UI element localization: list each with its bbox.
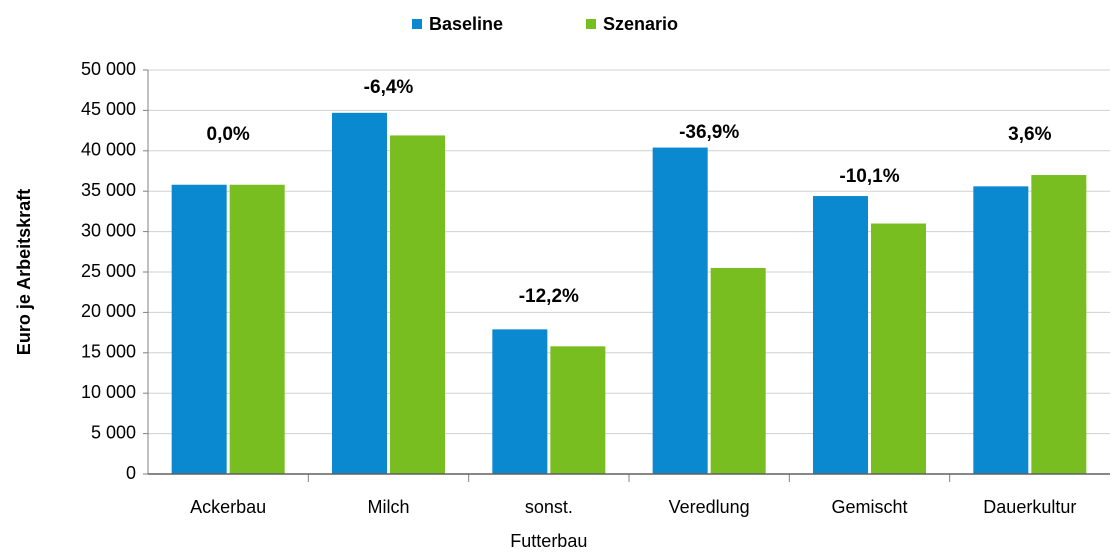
bar — [813, 196, 868, 474]
legend-swatch — [412, 19, 422, 29]
annotation: 3,6% — [1008, 124, 1051, 145]
bar — [871, 223, 926, 474]
annotation: -6,4% — [364, 77, 414, 98]
annotation: -12,2% — [519, 286, 579, 307]
legend-label: Baseline — [429, 14, 503, 34]
y-tick-label: 0 — [126, 463, 136, 483]
bar — [652, 147, 708, 474]
y-tick-label: 35 000 — [81, 180, 136, 200]
x-tick-label: Gemischt — [831, 497, 907, 517]
bar — [332, 112, 387, 474]
y-tick-label: 25 000 — [81, 261, 136, 281]
y-tick-label: 10 000 — [81, 382, 136, 402]
annotation: -10,1% — [839, 166, 899, 187]
legend-label: Szenario — [603, 14, 678, 34]
x-tick-label: sonst. Futterbau — [510, 497, 587, 551]
annotation: 0,0% — [207, 124, 250, 145]
x-tick-label: Veredlung — [669, 497, 750, 517]
y-tick-label: 15 000 — [81, 342, 136, 362]
y-tick-label: 40 000 — [81, 140, 136, 160]
bar — [390, 135, 445, 474]
x-tick-label: Ackerbau — [190, 497, 266, 517]
y-axis-label: Euro je Arbeitskraft — [14, 189, 34, 355]
bar — [492, 329, 548, 474]
y-tick-label: 20 000 — [81, 301, 136, 321]
bar — [710, 267, 766, 474]
bar — [973, 186, 1029, 475]
y-tick-label: 5 000 — [91, 422, 136, 442]
y-tick-label: 45 000 — [81, 99, 136, 119]
bar — [229, 184, 285, 474]
bar — [1031, 175, 1087, 475]
bar — [550, 346, 606, 474]
x-tick-label: Dauerkultur — [983, 497, 1076, 517]
y-tick-label: 30 000 — [81, 220, 136, 240]
x-tick-label: Milch — [367, 497, 409, 517]
bar — [171, 184, 227, 474]
annotation: -36,9% — [679, 122, 739, 143]
y-tick-label: 50 000 — [81, 59, 136, 79]
legend-swatch — [586, 19, 596, 29]
